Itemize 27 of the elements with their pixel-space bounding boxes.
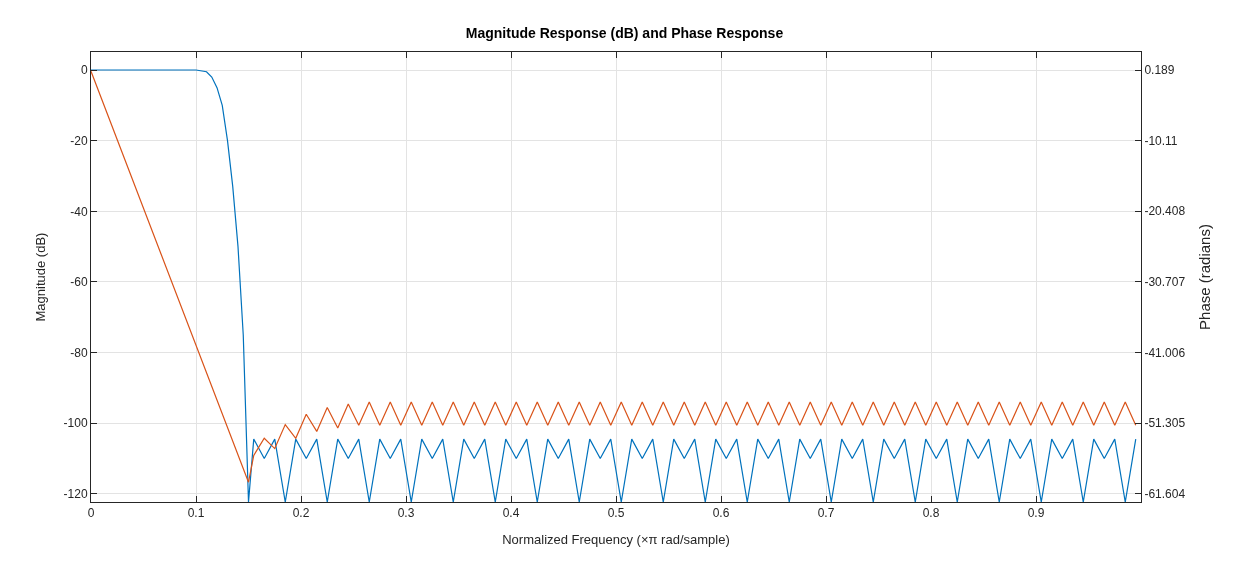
y2-tick-label: -41.006	[1144, 345, 1186, 360]
y2-tick-label: -10.11	[1144, 133, 1178, 148]
y2-tick-label: -61.604	[1144, 487, 1186, 502]
y-tick-label: -40	[70, 204, 88, 219]
x-tick-label: 0.4	[502, 506, 520, 521]
x-tick-label: 0.1	[187, 506, 205, 521]
y-tick-label: 0	[80, 63, 88, 78]
x-tick-label: 0.2	[292, 506, 310, 521]
y-tick-label: -20	[70, 133, 88, 148]
y-tick-label: -120	[63, 487, 88, 502]
y2-tick-label: -20.408	[1144, 204, 1186, 219]
y2-tick-label: -51.305	[1144, 416, 1186, 431]
x-axis-title: Normalized Frequency (×π rad/sample)	[502, 532, 730, 547]
x-tick-label: 0.6	[712, 506, 730, 521]
x-tick-label: 0.3	[397, 506, 415, 521]
y2-axis-title: Phase (radians)	[1196, 224, 1214, 330]
x-tick-label: 0.5	[607, 506, 625, 521]
y2-tick-label: 0.189	[1144, 63, 1175, 78]
y-tick-label: -60	[70, 275, 88, 290]
y-tick-label: -80	[70, 345, 88, 360]
chart-title: Magnitude Response (dB) and Phase Response	[465, 24, 784, 41]
x-tick-label: 0.7	[817, 506, 835, 521]
y2-tick-label: -30.707	[1144, 275, 1186, 290]
y-tick-label: -100	[63, 416, 88, 431]
x-tick-label: 0.8	[922, 506, 940, 521]
x-tick-label: 0.9	[1027, 506, 1045, 521]
y-axis-title: Magnitude (dB)	[32, 232, 48, 322]
